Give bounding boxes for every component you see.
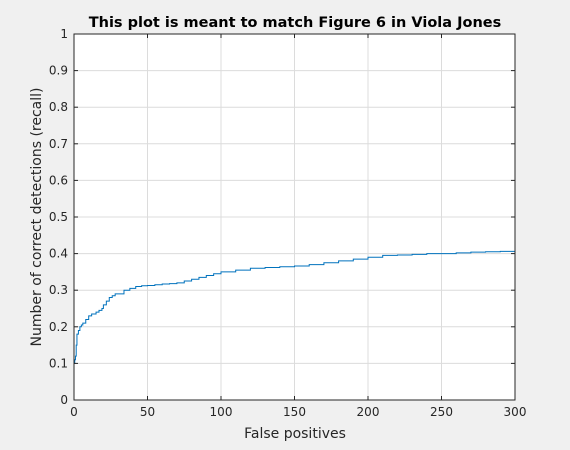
y-tick-label: 0.1 (49, 356, 68, 370)
y-tick-label: 0.8 (49, 100, 68, 114)
x-tick-label: 250 (430, 405, 453, 419)
y-tick-label: 0.4 (49, 247, 68, 261)
y-tick-label: 1 (60, 27, 68, 41)
y-tick-label: 0.6 (49, 173, 68, 187)
y-tick-label: 0.2 (49, 320, 68, 334)
y-tick-label: 0.3 (49, 283, 68, 297)
y-tick-label: 0 (60, 393, 68, 407)
y-axis-label: Number of correct detections (recall) (29, 87, 45, 346)
x-tick-label: 150 (283, 405, 306, 419)
x-axis-label: False positives (244, 426, 346, 442)
axes-box (73, 33, 516, 401)
y-tick-label: 0.7 (49, 137, 68, 151)
y-tick-label: 0.5 (49, 210, 68, 224)
y-tick-label: 0.9 (49, 64, 68, 78)
axes-frame (73, 33, 516, 401)
x-tick-label: 50 (140, 405, 155, 419)
tick-labels: 0 50 100 150 200 250 300 0 0.1 0.2 0.3 0.4 0.5 0.6 0.7… (49, 27, 527, 419)
x-tick-label: 100 (210, 405, 233, 419)
series-layer (73, 250, 515, 400)
x-tick-label: 0 (70, 405, 78, 419)
series-line-0 (73, 250, 515, 400)
chart-title: This plot is meant to match Figure 6 in … (89, 15, 502, 31)
x-tick-label: 200 (357, 405, 380, 419)
x-tick-label: 300 (504, 405, 527, 419)
